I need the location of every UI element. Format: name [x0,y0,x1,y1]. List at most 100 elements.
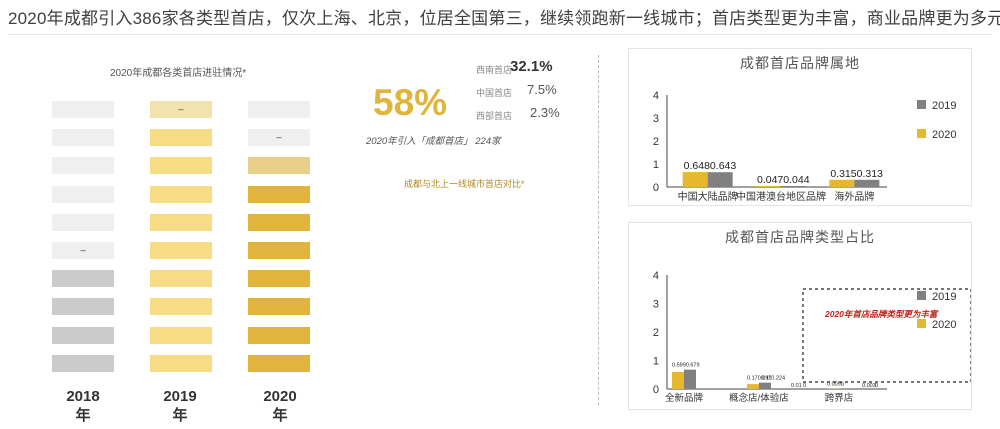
legend-swatch [917,129,926,138]
bar-data-label: 0.17​0.097 [747,376,771,382]
page-headline: 2020年成都引入386家各类型首店，仅次上海、北京，位居全国第三，继续领跑新一… [8,9,1000,28]
x-tick-label: 海外品牌 [834,190,874,203]
grid-cell [248,326,310,344]
year-label-2018: 2018 年 [66,388,100,424]
bar-2020 [682,172,708,187]
legend-swatch [917,100,926,109]
year-label-2020: 2020 年 [263,388,297,424]
x-tick-label: 中国港澳台地区品牌 [736,190,826,203]
chart-origin-svg: 0 1 2 3 4 0.6480.643 中国大陆品牌 0.0470.044 中国港澳台地区品牌… [653,90,957,203]
y-tick-label: 1 [653,356,659,368]
bar-data-label: 0.6480.643 [684,160,737,172]
x-tick-label: 跨界店 [825,392,854,404]
grid-cell [150,185,212,203]
bar-data-label: 0.01 [791,383,802,389]
grid-cell [150,270,212,288]
y-tick-label: 2 [653,136,659,148]
grid-cell [248,101,310,118]
legend-label: 2019 [932,100,956,112]
bar-2020 [747,384,759,389]
grid-dash-mark: – [276,132,282,143]
y-tick-label: 0 [653,384,659,396]
grid-cell [248,157,310,175]
grid-dash-mark: – [80,245,86,255]
stat-label-china: 中国首店 [475,88,512,98]
grid-title: 2020年成都各类首店进驻情况* [110,68,247,79]
grid-cell [52,242,114,259]
chart-type-title: 成都首店品牌类型占比 [725,229,875,245]
stat-value-west: 2.3% [530,105,560,120]
section-divider [598,55,599,405]
bar-2019 [854,179,880,187]
x-tick-label: 全新品牌 [665,392,704,404]
bar-data-label: 0.0470.044 [757,174,810,186]
y-tick-label: 3 [653,113,659,125]
annotation-box [802,288,971,383]
bar-data-label: 0.5990.679 [672,363,700,369]
grid-cell [150,326,212,344]
y-tick-label: 3 [653,299,659,311]
bar-data-label: 0 [841,382,844,388]
legend-label: 2019 [932,291,956,303]
grid-dash-mark: – [178,104,184,114]
bar-data-label: 0 [803,383,806,389]
note-intro-count: 2020年引入「成都首店」 224家 [366,136,501,147]
grid-cell [248,354,310,372]
grid-cell [248,242,310,259]
bar-2019 [684,369,696,389]
year-label-2019: 2019 年 [163,388,197,424]
bar-data-label: 0.009 [827,382,841,388]
grid-cell [150,157,212,175]
grid-cell [248,270,310,288]
stat-value-china: 7.5% [527,82,557,97]
bar-data-label: 0.11​0.224 [761,376,785,382]
bar-2020 [829,179,855,187]
chart-type-panel: 成都首店品牌类型占比 0 1 2 3 4 0.5990.679 全新品牌 0.17​0.097… [628,222,972,410]
grid-cell [150,101,212,118]
y-tick-label: 4 [653,90,659,102]
grid-cell [52,129,114,147]
grid-cell [52,185,114,203]
grid-cell [52,270,114,288]
grid-cell [248,185,310,203]
bar-2019 [759,382,771,389]
grid-cell [52,354,114,372]
grid-cell [150,213,212,231]
grid-cell [52,326,114,344]
grid-cell [52,213,114,231]
grid-cell [150,242,212,259]
y-tick-label: 2 [653,327,659,339]
legend-label: 2020 [932,319,956,331]
grid-cell [248,213,310,231]
bar-data-label: 0 [875,383,878,389]
chart-origin-title: 成都首店品牌属地 [740,55,860,71]
stat-value-southwest: 32.1% [510,58,553,75]
bar-2020 [756,185,781,187]
stat-label-west: 西部首店 [475,111,512,121]
bar-2019 [781,185,806,187]
annotation-text: 2020年首店品牌类型更为丰富 [824,309,939,319]
grid-cell [52,298,114,316]
header-divider [8,34,992,35]
x-tick-label: 中国大陆品牌 [678,190,738,203]
note-comparison: 成都与北上一线城市首店对比* [404,179,525,189]
stat-label-southwest: 西南首店 [475,65,512,75]
chart-origin-panel: 成都首店品牌属地 0 1 2 3 4 0.6480.643 中国大陆品牌 0.0470.044… [628,48,972,206]
grid-cell [52,157,114,175]
bar-data-label: 0.3150.313 [830,168,883,180]
x-tick-label: 概念店/体验店 [729,392,789,404]
y-tick-label: 4 [653,270,659,282]
grid-cell [248,129,310,147]
legend-swatch [917,291,926,300]
grid-cell [150,129,212,147]
big-percent: 58% [373,82,448,123]
bar-2019 [707,172,733,187]
grid-cell [52,101,114,118]
grid-cell [150,354,212,372]
grid-cell [150,298,212,316]
legend-label: 2020 [932,129,956,141]
grid-cell [248,298,310,316]
y-tick-label: 1 [653,159,659,171]
legend-swatch [917,319,926,328]
